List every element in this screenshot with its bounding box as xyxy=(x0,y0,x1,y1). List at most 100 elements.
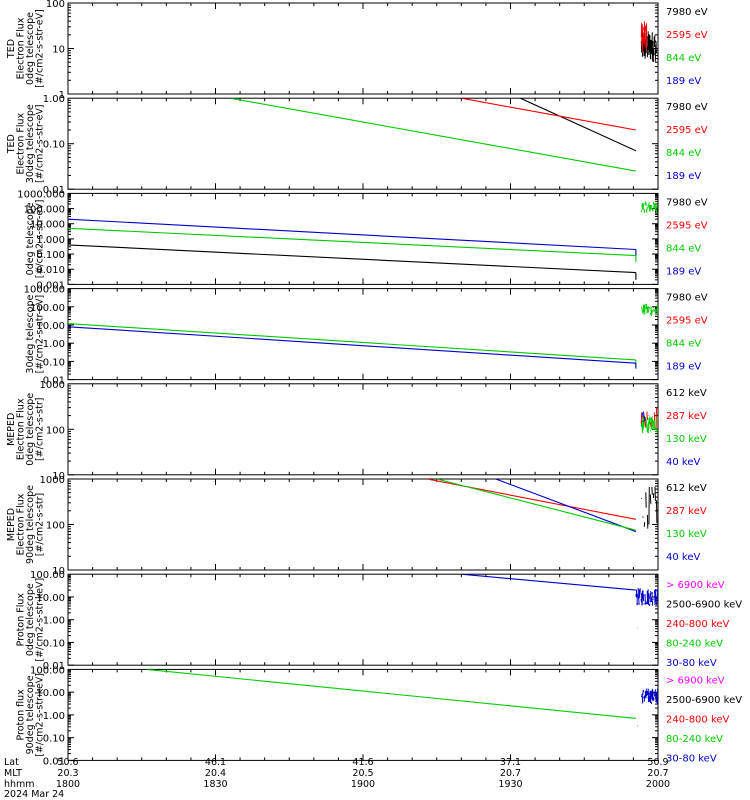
panel-4-ylabel-line: Electron Flux xyxy=(16,398,27,460)
xaxis-hhmm-label-4: 2000 xyxy=(646,779,670,790)
panel-2-ylabel-line: [#/cm2-s-str-eV] xyxy=(35,200,46,279)
panel-4-frame xyxy=(67,383,659,476)
panel-2-legend-2: 844 eV xyxy=(666,243,701,254)
panel-5-legend-1: 287 keV xyxy=(666,506,707,517)
panel-1-frame xyxy=(67,97,659,190)
panel-3-series-noise xyxy=(640,303,658,316)
panel-7-legend-0: > 6900 keV xyxy=(666,675,725,686)
panel-2-ytick-label: 10.000 xyxy=(30,220,65,231)
panel-4-ytick-label: 100 xyxy=(46,425,65,436)
panel-4-ytick-label: 10 xyxy=(52,471,65,482)
panel-7-ytick-label: 10.00 xyxy=(36,688,65,699)
panel-0-legend-1: 2595 eV xyxy=(666,30,708,41)
panel-2-ytick-label: 1.000 xyxy=(36,235,65,246)
panel-3-ylabel-line: [#/cm2-s-str-eV] xyxy=(35,295,46,374)
panel-2-series-line xyxy=(68,227,636,257)
panel-2-ytick-label: 0.001 xyxy=(36,280,65,291)
panel-4-ylabel-line: MEPED xyxy=(6,413,17,446)
panel-1-ytick-label: 1.00 xyxy=(43,94,65,105)
panel-6-legend-4: 30-80 keV xyxy=(666,658,717,669)
xaxis-lat-label-1: 46.1 xyxy=(205,757,226,768)
panel-7-legend-3: 80-240 keV xyxy=(666,734,723,745)
panel-7-legend-2: 240-800 keV xyxy=(666,714,730,725)
panel-2-legend-1: 2595 eV xyxy=(666,220,708,231)
panel-1-legend-3: 189 eV xyxy=(666,171,701,182)
panel-1-series-line xyxy=(230,98,636,172)
panel-6-legend-2: 240-800 keV xyxy=(666,619,730,630)
panel-7-series-noise xyxy=(640,688,658,704)
xaxis-row-label-3: 2024 Mar 24 xyxy=(4,789,64,800)
panel-3-series-line xyxy=(68,326,636,364)
panel-5-ylabel-line: 90deg telescope xyxy=(25,485,36,564)
xaxis-mlt-label-3: 20.7 xyxy=(500,768,521,779)
panel-5-ytick-label: 10 xyxy=(52,566,65,577)
panel-1-legend-0: 7980 eV xyxy=(666,102,708,113)
panel-1-series-line xyxy=(520,98,637,152)
panel-0-ylabel-line: Electron Flux xyxy=(16,17,27,79)
panel-4-legend-0: 612 keV xyxy=(666,388,707,399)
xaxis-hhmm-label-2: 1900 xyxy=(351,779,375,790)
panel-2-legend-0: 7980 eV xyxy=(666,197,708,208)
panel-5-legend-0: 612 keV xyxy=(666,483,707,494)
panel-1-ytick-label: 0.10 xyxy=(43,140,65,151)
xaxis-hhmm-label-1: 1830 xyxy=(203,779,227,790)
panel-2-ytick-label: 0.100 xyxy=(36,250,65,261)
panel-1-ylabel-line: Electron Flux xyxy=(16,112,27,174)
panel-5-legend-3: 40 keV xyxy=(666,552,700,563)
panel-4-series-noise xyxy=(640,411,646,426)
panel-1-ylabel-line: [#/cm2-s-str-eV] xyxy=(35,104,46,183)
panel-6-series-line xyxy=(461,574,636,591)
panel-7-legend-1: 2500-6900 keV xyxy=(666,695,742,706)
panel-6-ylabel-line: [#/cm2-s-str-keV] xyxy=(35,578,46,662)
panel-0-legend-0: 7980 eV xyxy=(666,7,708,18)
panel-6-frame xyxy=(67,573,659,666)
panel-5-ylabel-line: Electron Flux xyxy=(16,493,27,555)
panel-0-ytick-label: 10 xyxy=(52,45,65,56)
panel-2-series-line xyxy=(68,244,636,274)
xaxis-mlt-label-1: 20.4 xyxy=(205,768,226,779)
panel-7-ytick-label: 100.00 xyxy=(30,665,65,676)
panel-5-series-line xyxy=(436,479,637,531)
panel-4-series-noise xyxy=(640,407,658,429)
xaxis-mlt-label-4: 20.7 xyxy=(647,768,668,779)
panel-4-legend-3: 40 keV xyxy=(666,457,700,468)
panel-2-series-noise xyxy=(640,201,658,214)
panel-3-legend-2: 844 eV xyxy=(666,339,701,350)
panel-3-ytick-label: 1000.00 xyxy=(24,285,65,296)
panel-1-legend-2: 844 eV xyxy=(666,148,701,159)
panel-2-ytick-label: 1000.000 xyxy=(17,189,65,200)
panel-7-ylabel-line: Proton flux xyxy=(16,689,27,741)
xaxis-mlt-label-2: 20.5 xyxy=(352,768,373,779)
panel-3-series-line xyxy=(68,323,636,361)
panel-3-legend-3: 189 eV xyxy=(666,362,701,373)
panel-5-series-line xyxy=(495,479,637,533)
panel-3-legend-1: 2595 eV xyxy=(666,316,708,327)
xaxis-lat-label-3: 37.1 xyxy=(500,757,521,768)
panel-3-ytick-label: 0.01 xyxy=(43,376,65,387)
panel-6-ylabel-line: Proton Flux xyxy=(16,593,27,647)
panel-3-legend-0: 7980 eV xyxy=(666,293,708,304)
panel-4-legend-1: 287 keV xyxy=(666,411,707,422)
panel-5-ytick-label: 100 xyxy=(46,521,65,532)
panel-5-frame xyxy=(67,478,659,571)
panel-6-ytick-label: 0.10 xyxy=(43,638,65,649)
xaxis-lat-label-4: 50.9 xyxy=(647,757,668,768)
panel-5-series-noise xyxy=(640,486,658,529)
panel-0-ylabel-line: [#/cm2-s-str-eV] xyxy=(35,9,46,88)
panel-1-legend-1: 2595 eV xyxy=(666,125,708,136)
panel-5-legend-2: 130 keV xyxy=(666,529,707,540)
panel-7-ytick-label: 0.01 xyxy=(43,756,65,767)
panel-6-legend-3: 80-240 keV xyxy=(666,639,723,650)
panel-7-ylabel-line: [#/cm2-s-str-keV] xyxy=(35,673,46,757)
panel-2-ytick-label: 100.000 xyxy=(24,205,65,216)
panel-7-series-line xyxy=(146,669,636,719)
panel-3-ytick-label: 0.10 xyxy=(43,357,65,368)
xaxis-lat-label-2: 41.6 xyxy=(352,757,373,768)
panel-0-legend-3: 189 eV xyxy=(666,76,701,87)
panel-4-legend-2: 130 keV xyxy=(666,434,707,445)
panel-5-ylabel-line: MEPED xyxy=(6,508,17,541)
panel-2-legend-3: 189 eV xyxy=(666,266,701,277)
panel-6-ytick-label: 0.01 xyxy=(43,661,65,672)
xaxis-hhmm-label-0: 1800 xyxy=(56,779,80,790)
